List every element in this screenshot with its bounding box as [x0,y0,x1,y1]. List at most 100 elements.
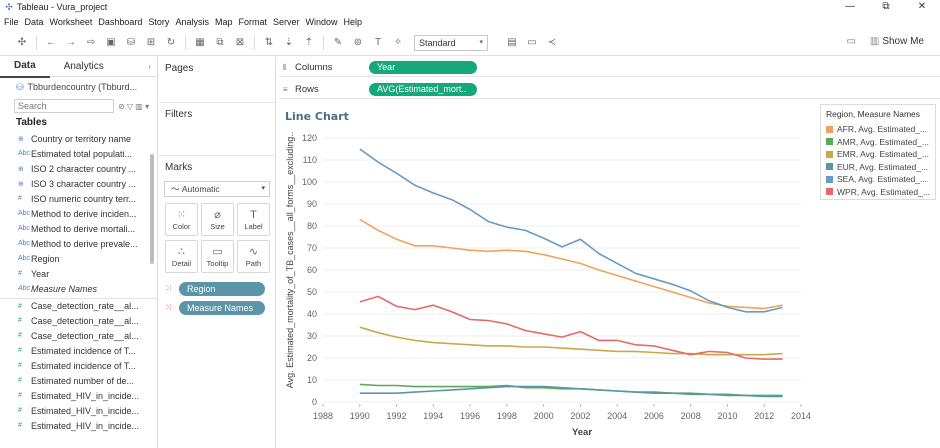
duplicate-sheet-icon[interactable]: ⧉ [216,37,224,48]
fit-select-value: Standard [419,37,456,48]
field-item[interactable]: # Estimated number of de... [0,373,157,388]
mark-label-button[interactable]: T Label [237,203,270,236]
minimize-button[interactable]: — [845,1,855,12]
new-worksheet-icon[interactable]: ⊞ [146,37,156,48]
field-item[interactable]: # Estimated incidence of T... [0,343,157,358]
show-me-button[interactable]: ▥ Show Me [870,36,924,47]
filters-card[interactable]: Filters [159,103,275,156]
fit-select[interactable]: Standard ▾ [414,34,488,51]
field-item[interactable]: ⊕ Country or territory name [0,131,157,146]
mark-path-label: Path [245,258,262,268]
columns-shelf[interactable]: ⫴ Columns Year [279,59,940,77]
menu-analysis[interactable]: Analysis [175,16,209,27]
line-chart[interactable]: 0 10 20 30 40 50 60 70 80 90 100 110 120 1988 1990 1992… [279,102,819,448]
field-label: Case_detection_rate__al... [31,301,139,311]
y-tick-label: 20 [307,353,317,363]
field-list-scrollbar[interactable] [150,154,154,264]
share-icon[interactable]: ≺ [547,37,557,48]
field-label: Method to derive mortali... [31,223,136,234]
restore-button[interactable]: ⧉ [882,1,890,12]
field-item[interactable]: ⊕ ISO 2 character country ... [0,161,157,176]
field-item[interactable]: # Year [0,266,157,281]
field-item[interactable]: Abc Method to derive inciden... [0,206,157,221]
field-label: Measure Names [31,283,98,294]
menu-server[interactable]: Server [272,16,300,27]
redo-icon[interactable]: ⇨ [86,37,96,48]
tab-data[interactable]: Data [0,56,50,78]
menu-dashboard[interactable]: Dashboard [98,16,143,27]
legend-item[interactable]: SEA, Avg. Estimated_... [826,173,930,186]
x-tick-label: 1988 [313,411,333,421]
field-item[interactable]: Abc Method to derive mortali... [0,221,157,236]
mark-pill-measure-names[interactable]: ⁙ Measure Names [165,300,275,315]
mark-size-button[interactable]: ⌀ Size [201,203,234,236]
rows-shelf[interactable]: ≡ Rows AVG(Estimated_mort.. [279,81,940,99]
show-me-icon: ▥ [869,36,880,47]
pages-card[interactable]: Pages [159,57,275,103]
field-item[interactable]: Abc Estimated total populati... [0,146,157,161]
legend-item[interactable]: AMR, Avg. Estimated_... [826,136,930,149]
collapse-pane-icon[interactable]: ‹ [148,62,151,71]
tooltip-icon[interactable]: ▭ [846,36,856,47]
avg-mortality-pill[interactable]: AVG(Estimated_mort.. [369,83,477,96]
highlight-icon[interactable]: ✎ [333,37,343,48]
menu-worksheet[interactable]: Worksheet [49,16,93,27]
menu-help[interactable]: Help [343,16,363,27]
field-item[interactable]: ⊕ ISO 3 character country ... [0,176,157,191]
field-item[interactable]: # ISO numeric country terr... [0,191,157,206]
field-item[interactable]: Abc Method to derive prevale... [0,236,157,251]
filter-fields-icon[interactable]: ⊘ ▽ ▥ ▾ [118,101,150,111]
legend-item[interactable]: WPR, Avg. Estimated_... [826,186,930,199]
region-pill[interactable]: Region [179,281,265,296]
label-marks-icon[interactable]: T [374,37,382,48]
tab-analytics[interactable]: Analytics [63,60,104,72]
pin-icon[interactable]: ✧ [393,37,403,48]
menu-map[interactable]: Map [214,16,233,27]
tableau-home-icon[interactable]: ✣ [17,37,27,48]
field-item[interactable]: Abc Measure Names [0,281,157,296]
measure-names-pill[interactable]: Measure Names [179,300,265,315]
mark-type-select[interactable]: 〜 Automatic ▾ [164,181,270,197]
menu-file[interactable]: File [4,16,19,27]
mark-tooltip-button[interactable]: ▭ Tooltip [201,240,234,273]
close-button[interactable]: ✕ [917,1,927,12]
run-update-icon[interactable]: ▦ [195,37,205,48]
rows-shelf-label: Rows [295,84,319,95]
mark-path-button[interactable]: ∿ Path [237,240,270,273]
search-input[interactable] [14,99,114,113]
field-item[interactable]: # Case_detection_rate__al... [0,313,157,328]
field-item[interactable]: Abc Region [0,251,157,266]
menu-window[interactable]: Window [305,16,338,27]
datasource-item[interactable]: ⛁ Tbburdencountry (Tbburd... [0,77,157,97]
refresh-icon[interactable]: ↻ [166,37,176,48]
presentation-icon[interactable]: ▭ [527,37,537,48]
field-item[interactable]: # Estimated_HIV_in_incide... [0,388,157,403]
field-item[interactable]: # Estimated_HIV_in_incide... [0,418,157,433]
forward-icon[interactable]: → [66,37,76,48]
save-icon[interactable]: ▣ [106,37,116,48]
field-item[interactable]: # Estimated incidence of T... [0,358,157,373]
legend-item[interactable]: EMR, Avg. Estimated_... [826,148,930,161]
mark-detail-button[interactable]: ∴ Detail [165,240,198,273]
menu-story[interactable]: Story [148,16,170,27]
visualization[interactable]: Line Chart 0 10 20 30 40 50 60 70 80 90 100 110 120 1… [279,102,819,448]
sort-descending-icon[interactable]: ⇡ [304,37,314,48]
new-datasource-icon[interactable]: ⛁ [126,37,136,48]
field-item[interactable]: # Estimated_HIV_in_incide... [0,403,157,418]
field-item[interactable]: # Case_detection_rate__al... [0,298,157,313]
year-pill[interactable]: Year [369,61,477,74]
swap-icon[interactable]: ⇅ [264,37,274,48]
clear-sheet-icon[interactable]: ⊠ [235,37,245,48]
group-icon[interactable]: ⊚ [353,37,363,48]
mark-pill-region[interactable]: ⁙ Region [165,281,275,296]
color-legend[interactable]: Region, Measure Names AFR, Avg. Estimate… [820,104,936,200]
back-icon[interactable]: ← [46,37,56,48]
menu-format[interactable]: Format [238,16,267,27]
legend-item[interactable]: EUR, Avg. Estimated_... [826,161,930,174]
sort-ascending-icon[interactable]: ⇣ [284,37,294,48]
legend-item[interactable]: AFR, Avg. Estimated_... [826,123,930,136]
field-item[interactable]: # Case_detection_rate__al... [0,328,157,343]
mark-color-button[interactable]: ⁙ Color [165,203,198,236]
menu-data[interactable]: Data [24,16,44,27]
fix-axes-icon[interactable]: ▤ [507,37,517,48]
